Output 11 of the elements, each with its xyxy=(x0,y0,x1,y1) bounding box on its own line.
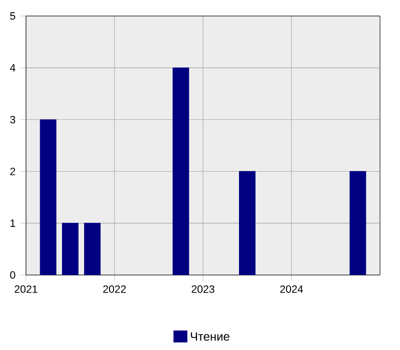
x-tick-label: 2021 xyxy=(14,285,38,293)
y-tick-label: 1 xyxy=(10,220,16,227)
legend-label: Чтение xyxy=(190,332,230,341)
y-tick-label: 0 xyxy=(10,271,16,279)
x-tick-label: 2023 xyxy=(192,285,214,293)
y-tick-label: 4 xyxy=(10,64,16,72)
x-tick-label: 2022 xyxy=(103,285,126,293)
y-tick-label: 2 xyxy=(10,168,16,176)
y-tick-label: 3 xyxy=(10,116,16,124)
y-tick-label: 5 xyxy=(10,12,16,20)
x-tick-label: 2024 xyxy=(280,285,304,293)
